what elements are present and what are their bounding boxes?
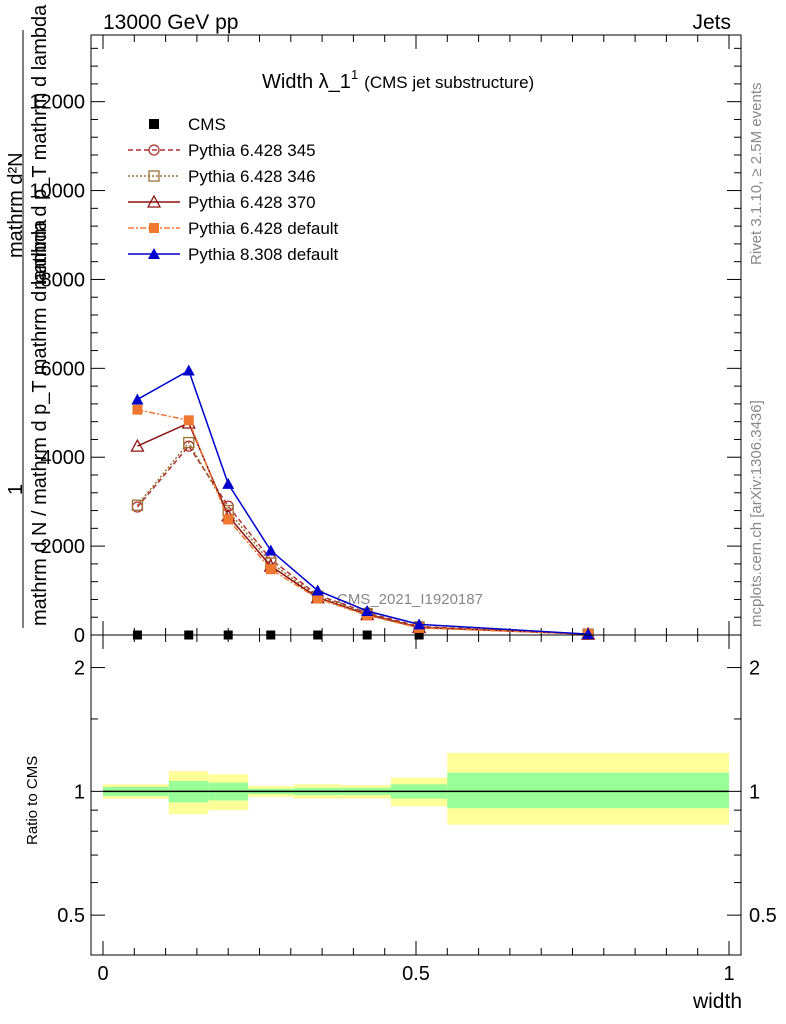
legend-label: Pythia 6.428 345 [188,141,316,160]
legend-label: Pythia 6.428 346 [188,167,316,186]
chart-title-sub: (CMS jet substructure) [364,73,534,92]
y-tick-label: 10000 [29,181,85,203]
watermark: CMS_2021_I1920187 [337,591,483,608]
series-point [183,415,194,426]
y-label-denominator: mathrm d N / mathrm d p_T mathrm d lambd… [29,219,51,626]
series-point [182,364,195,376]
header-left: 13000 GeV pp [103,11,238,34]
series-point [223,514,234,525]
legend-item: Pythia 6.428 370 [128,193,316,212]
legend-item: Pythia 6.428 default [128,219,339,238]
ratio-y-tick-label-right: 0.5 [749,905,777,927]
series-line [137,369,589,635]
x-tick-label: 0 [97,963,108,985]
series-point [264,544,277,556]
series-point [130,438,145,452]
chart-title-sup: 1 [351,67,358,82]
legend-item: CMS [149,115,226,134]
series-point [131,393,144,405]
legend-marker [149,119,159,129]
legend-label: Pythia 6.428 default [188,219,339,238]
y-tick-label: 8000 [41,269,86,291]
series-point [413,618,426,630]
y-tick-label: 6000 [41,358,86,380]
legend-label: CMS [188,115,226,134]
ratio-y-tick-label-right: 1 [749,781,760,803]
main-y-ticks: 0 2000 4000 6000 8000 10000 12000 [29,47,741,647]
ratio-band-green [447,772,729,809]
header-right: Jets [692,11,731,34]
legend-marker [146,194,162,208]
legend-marker [148,248,160,259]
y-label-numerator: 1 [5,484,27,495]
x-axis-label: width [692,990,742,1013]
ratio-y-label: Ratio to CMS [24,756,41,845]
series-point [183,436,195,449]
series-point [582,628,595,640]
series-5 [131,364,595,640]
legend-marker [148,144,160,156]
y-tick-label: 0 [74,625,85,647]
series-point [265,564,276,575]
series-point [222,477,235,489]
legend-marker [149,223,159,233]
series-point [132,404,143,415]
series-line [136,444,589,635]
legend-label: Pythia 6.428 370 [188,193,316,212]
ratio-y-tick-label: 2 [74,658,85,680]
ratio-y-ticks: 0.5 0.5 1 1 2 2 [57,658,777,928]
side-label-top: Rivet 3.1.10, ≥ 2.5M events [748,83,765,266]
series-point [312,593,323,604]
series-line [137,408,589,635]
series-point [361,605,374,616]
y-label-top: mathrm d²N [5,152,27,258]
ratio-y-tick-label: 1 [74,781,85,803]
x-tick-label: 0.5 [402,963,430,985]
legend-item: Pythia 6.428 345 [128,141,316,160]
y-axis-label: mathrm d²N mathrm d p_T mathrm d lambda … [5,4,51,628]
series-point [311,584,324,596]
legend-item: Pythia 8.308 default [128,245,339,264]
side-label-bottom: mcplots.cern.ch [arXiv:1306.3436] [748,400,765,627]
ratio-y-tick-label: 0.5 [57,905,85,927]
ratio-bands [103,752,729,825]
chart-title-main: Width λ_1 [262,71,351,93]
legend-marker [148,170,160,182]
legend-item: Pythia 6.428 346 [128,167,316,186]
legend: CMS Pythia 6.428 345 Pythia 6.428 346 Pythi… [128,115,339,264]
legend-label: Pythia 8.308 default [188,245,339,264]
y-label-top2: mathrm d p_T mathrm d lambda [29,4,51,290]
y-tick-label: 12000 [29,92,85,114]
chart-title: Width λ_11 (CMS jet substructure) [262,67,534,93]
series-point [131,499,144,511]
y-tick-label: 2000 [41,536,86,558]
ratio-x-ticks: 0 0.5 1 [97,635,735,985]
x-tick-label: 1 [723,963,734,985]
ratio-y-tick-label-right: 2 [749,658,760,680]
y-tick-label: 4000 [41,447,86,469]
